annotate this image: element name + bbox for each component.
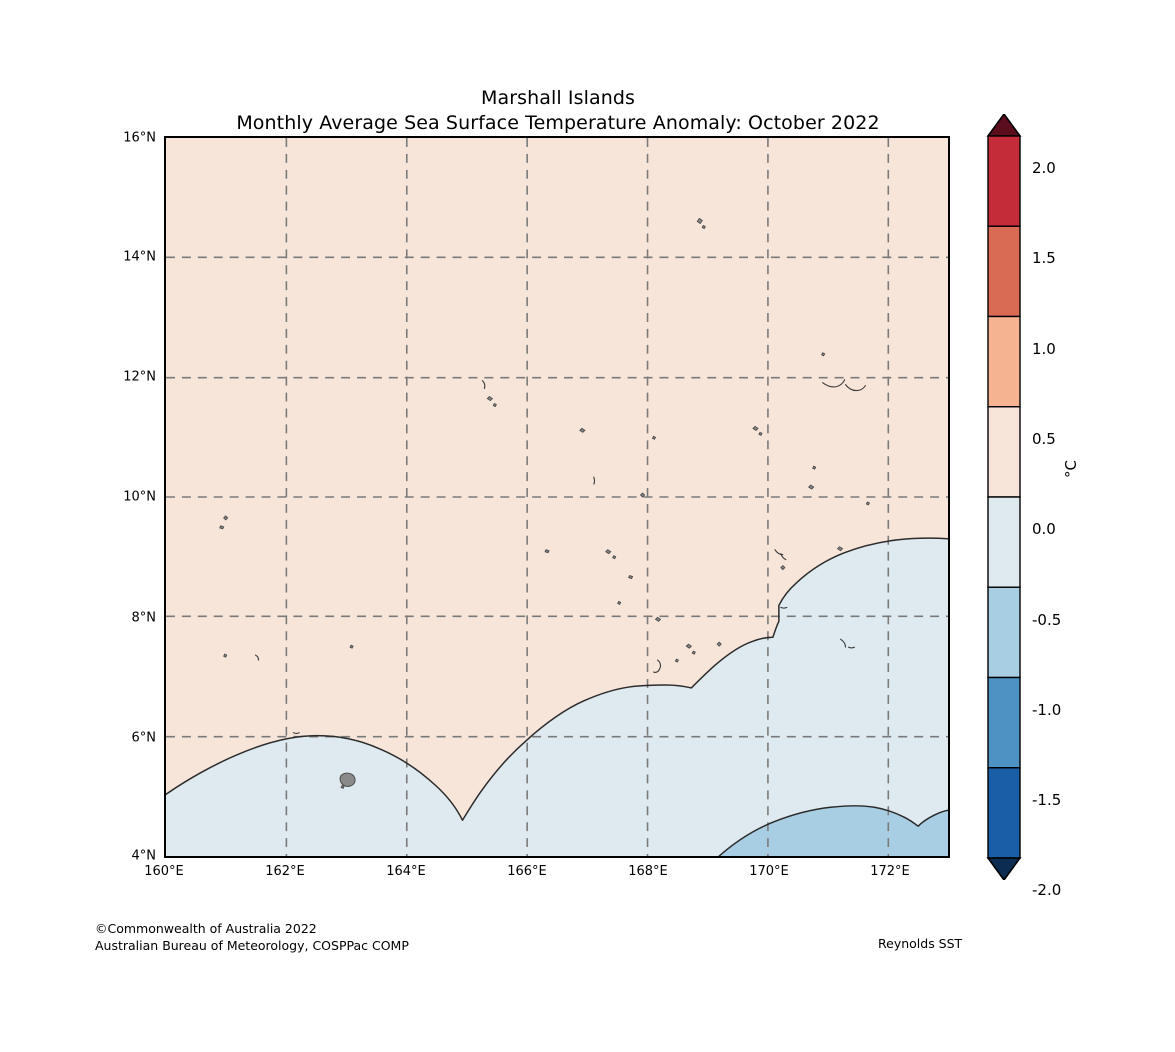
colorbar-band-0.0-0.5 xyxy=(987,406,1021,498)
colorbar-swatches xyxy=(986,114,1022,880)
ytick-label: 6°N xyxy=(131,730,157,746)
colorbar-tick-label: -1.5 xyxy=(1032,791,1062,809)
xtick-label: 166°E xyxy=(507,864,547,879)
xtick-label: 164°E xyxy=(386,864,426,879)
colorbar-tick-label: -2.0 xyxy=(1032,881,1062,899)
colorbar-band--1.5--1.0 xyxy=(987,676,1021,769)
contour-0.0 xyxy=(166,537,948,821)
footer-agency: Australian Bureau of Meteorology, COSPPa… xyxy=(95,938,409,953)
ytick-label: 14°N xyxy=(123,249,156,265)
colorbar-tick-label: -0.5 xyxy=(1032,611,1062,629)
colorbar-band-1.5-2.0 xyxy=(987,135,1021,227)
colorbar-unit-label: °C xyxy=(1062,460,1080,478)
colorbar-tick-label: 1.5 xyxy=(1032,249,1056,267)
colorbar-band-1.0-1.5 xyxy=(987,225,1021,318)
colorbar-extend-low xyxy=(986,857,1022,880)
contour--0.5 xyxy=(718,805,948,856)
colorbar-band--0.5-0.0 xyxy=(987,496,1021,588)
island-coastlines xyxy=(219,217,871,789)
colorbar-band--2.0--1.5 xyxy=(987,767,1021,859)
xtick-label: 160°E xyxy=(144,864,184,879)
colorbar-extend-high xyxy=(986,114,1022,137)
ytick-label: 4°N xyxy=(131,848,157,864)
colorbar-tick-label: -1.0 xyxy=(1032,701,1062,719)
colorbar: 2.0 1.5 1.0 0.5 0.0 -0.5 -1.0 -1.5 -2.0 xyxy=(986,114,1061,899)
region-fill--1-to--0.5 xyxy=(719,805,948,856)
map-plot-area xyxy=(164,136,950,858)
ytick-label: 12°N xyxy=(123,369,156,385)
ytick-label: 8°N xyxy=(131,610,157,626)
colorbar-band-0.5-1.0 xyxy=(987,315,1021,408)
colorbar-tick-label: 1.0 xyxy=(1032,340,1056,358)
xtick-label: 168°E xyxy=(628,864,668,879)
footer-left: ©Commonwealth of Australia 2022 Australi… xyxy=(95,920,409,954)
footer-copyright: ©Commonwealth of Australia 2022 xyxy=(95,921,317,936)
colorbar-band--1.0--0.5 xyxy=(987,586,1021,679)
ytick-label: 16°N xyxy=(123,130,156,146)
contour-lines xyxy=(166,537,948,856)
chart-title: Marshall Islands Monthly Average Sea Sur… xyxy=(0,86,1116,136)
colorbar-tick-label: 2.0 xyxy=(1032,159,1056,177)
footer-data-source: Reynolds SST xyxy=(878,936,963,951)
ytick-label: 10°N xyxy=(123,489,156,505)
title-line-2: Monthly Average Sea Surface Temperature … xyxy=(236,112,880,134)
xtick-label: 162°E xyxy=(265,864,305,879)
region-fill--0.5-to-0 xyxy=(166,538,948,856)
sst-anomaly-map xyxy=(166,138,948,856)
title-line-1: Marshall Islands xyxy=(480,87,636,109)
colorbar-tick-label: 0.0 xyxy=(1032,520,1056,538)
xtick-label: 172°E xyxy=(870,864,910,879)
xtick-label: 170°E xyxy=(749,864,789,879)
colorbar-tick-label: 0.5 xyxy=(1032,430,1056,448)
